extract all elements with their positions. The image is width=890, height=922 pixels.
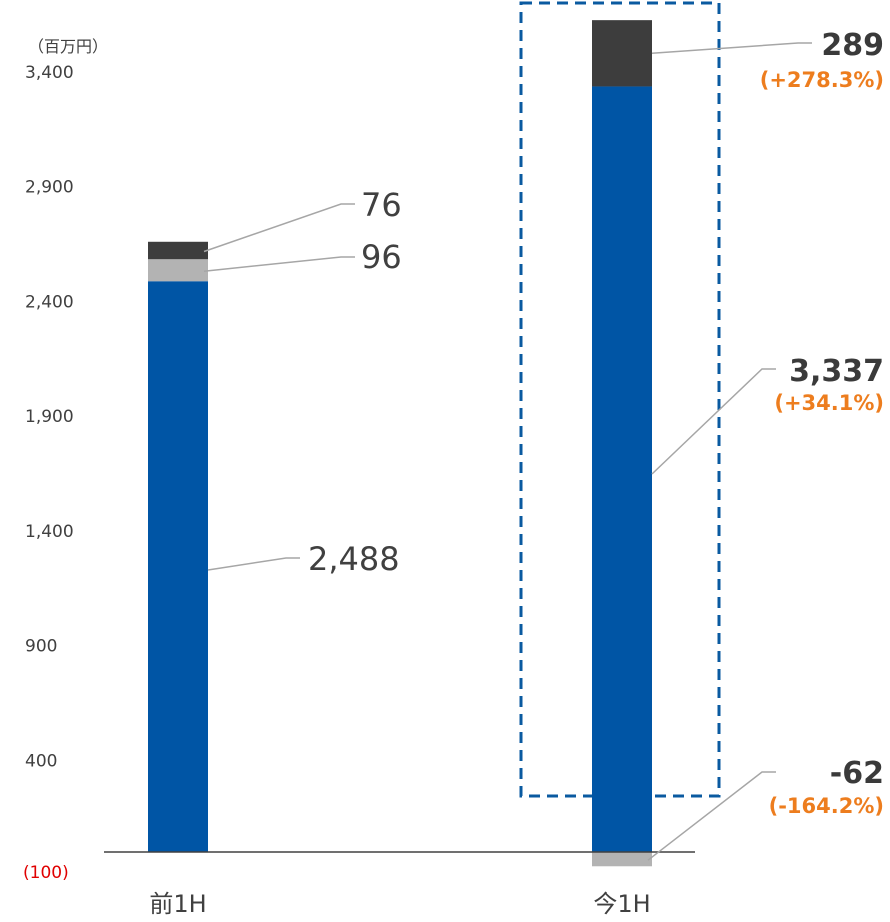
leader-line	[203, 256, 355, 272]
bar-segment-2-1	[592, 86, 652, 853]
y-tick-label: 2,900	[25, 178, 74, 198]
change-label: (+34.1%)	[774, 391, 884, 415]
data-label: 96	[361, 238, 402, 276]
change-label: (-164.2%)	[769, 794, 884, 818]
y-tick-label: 1,400	[25, 522, 74, 542]
y-tick-label: 1,900	[25, 407, 74, 427]
bar-segment-1-2	[148, 259, 208, 282]
leader-line	[651, 368, 776, 475]
bar-segment-1-3	[148, 241, 208, 260]
leader-line	[207, 557, 300, 571]
bar-segment-2-2	[592, 852, 652, 867]
bar-segment-1-1	[148, 281, 208, 853]
category-label: 今1H	[593, 890, 650, 918]
change-label: (+278.3%)	[760, 68, 884, 92]
category-label: 前1H	[149, 890, 206, 918]
y-tick-label: 3,400	[25, 63, 74, 83]
data-label: 76	[361, 186, 402, 224]
y-tick-label: 2,400	[25, 292, 74, 312]
unit-label: （百万円）	[28, 37, 108, 56]
bar-segment-2-3	[592, 20, 652, 87]
leader-line	[651, 42, 812, 55]
leader-line	[647, 771, 776, 861]
y-tick-label: 900	[25, 637, 57, 657]
data-label: -62	[830, 756, 884, 791]
leader-line	[203, 203, 355, 253]
y-tick-label: (100)	[23, 863, 69, 883]
data-label: 3,337	[789, 354, 884, 389]
data-label: 289	[821, 28, 884, 63]
data-label: 2,488	[308, 540, 400, 578]
y-tick-label: 400	[25, 751, 57, 771]
